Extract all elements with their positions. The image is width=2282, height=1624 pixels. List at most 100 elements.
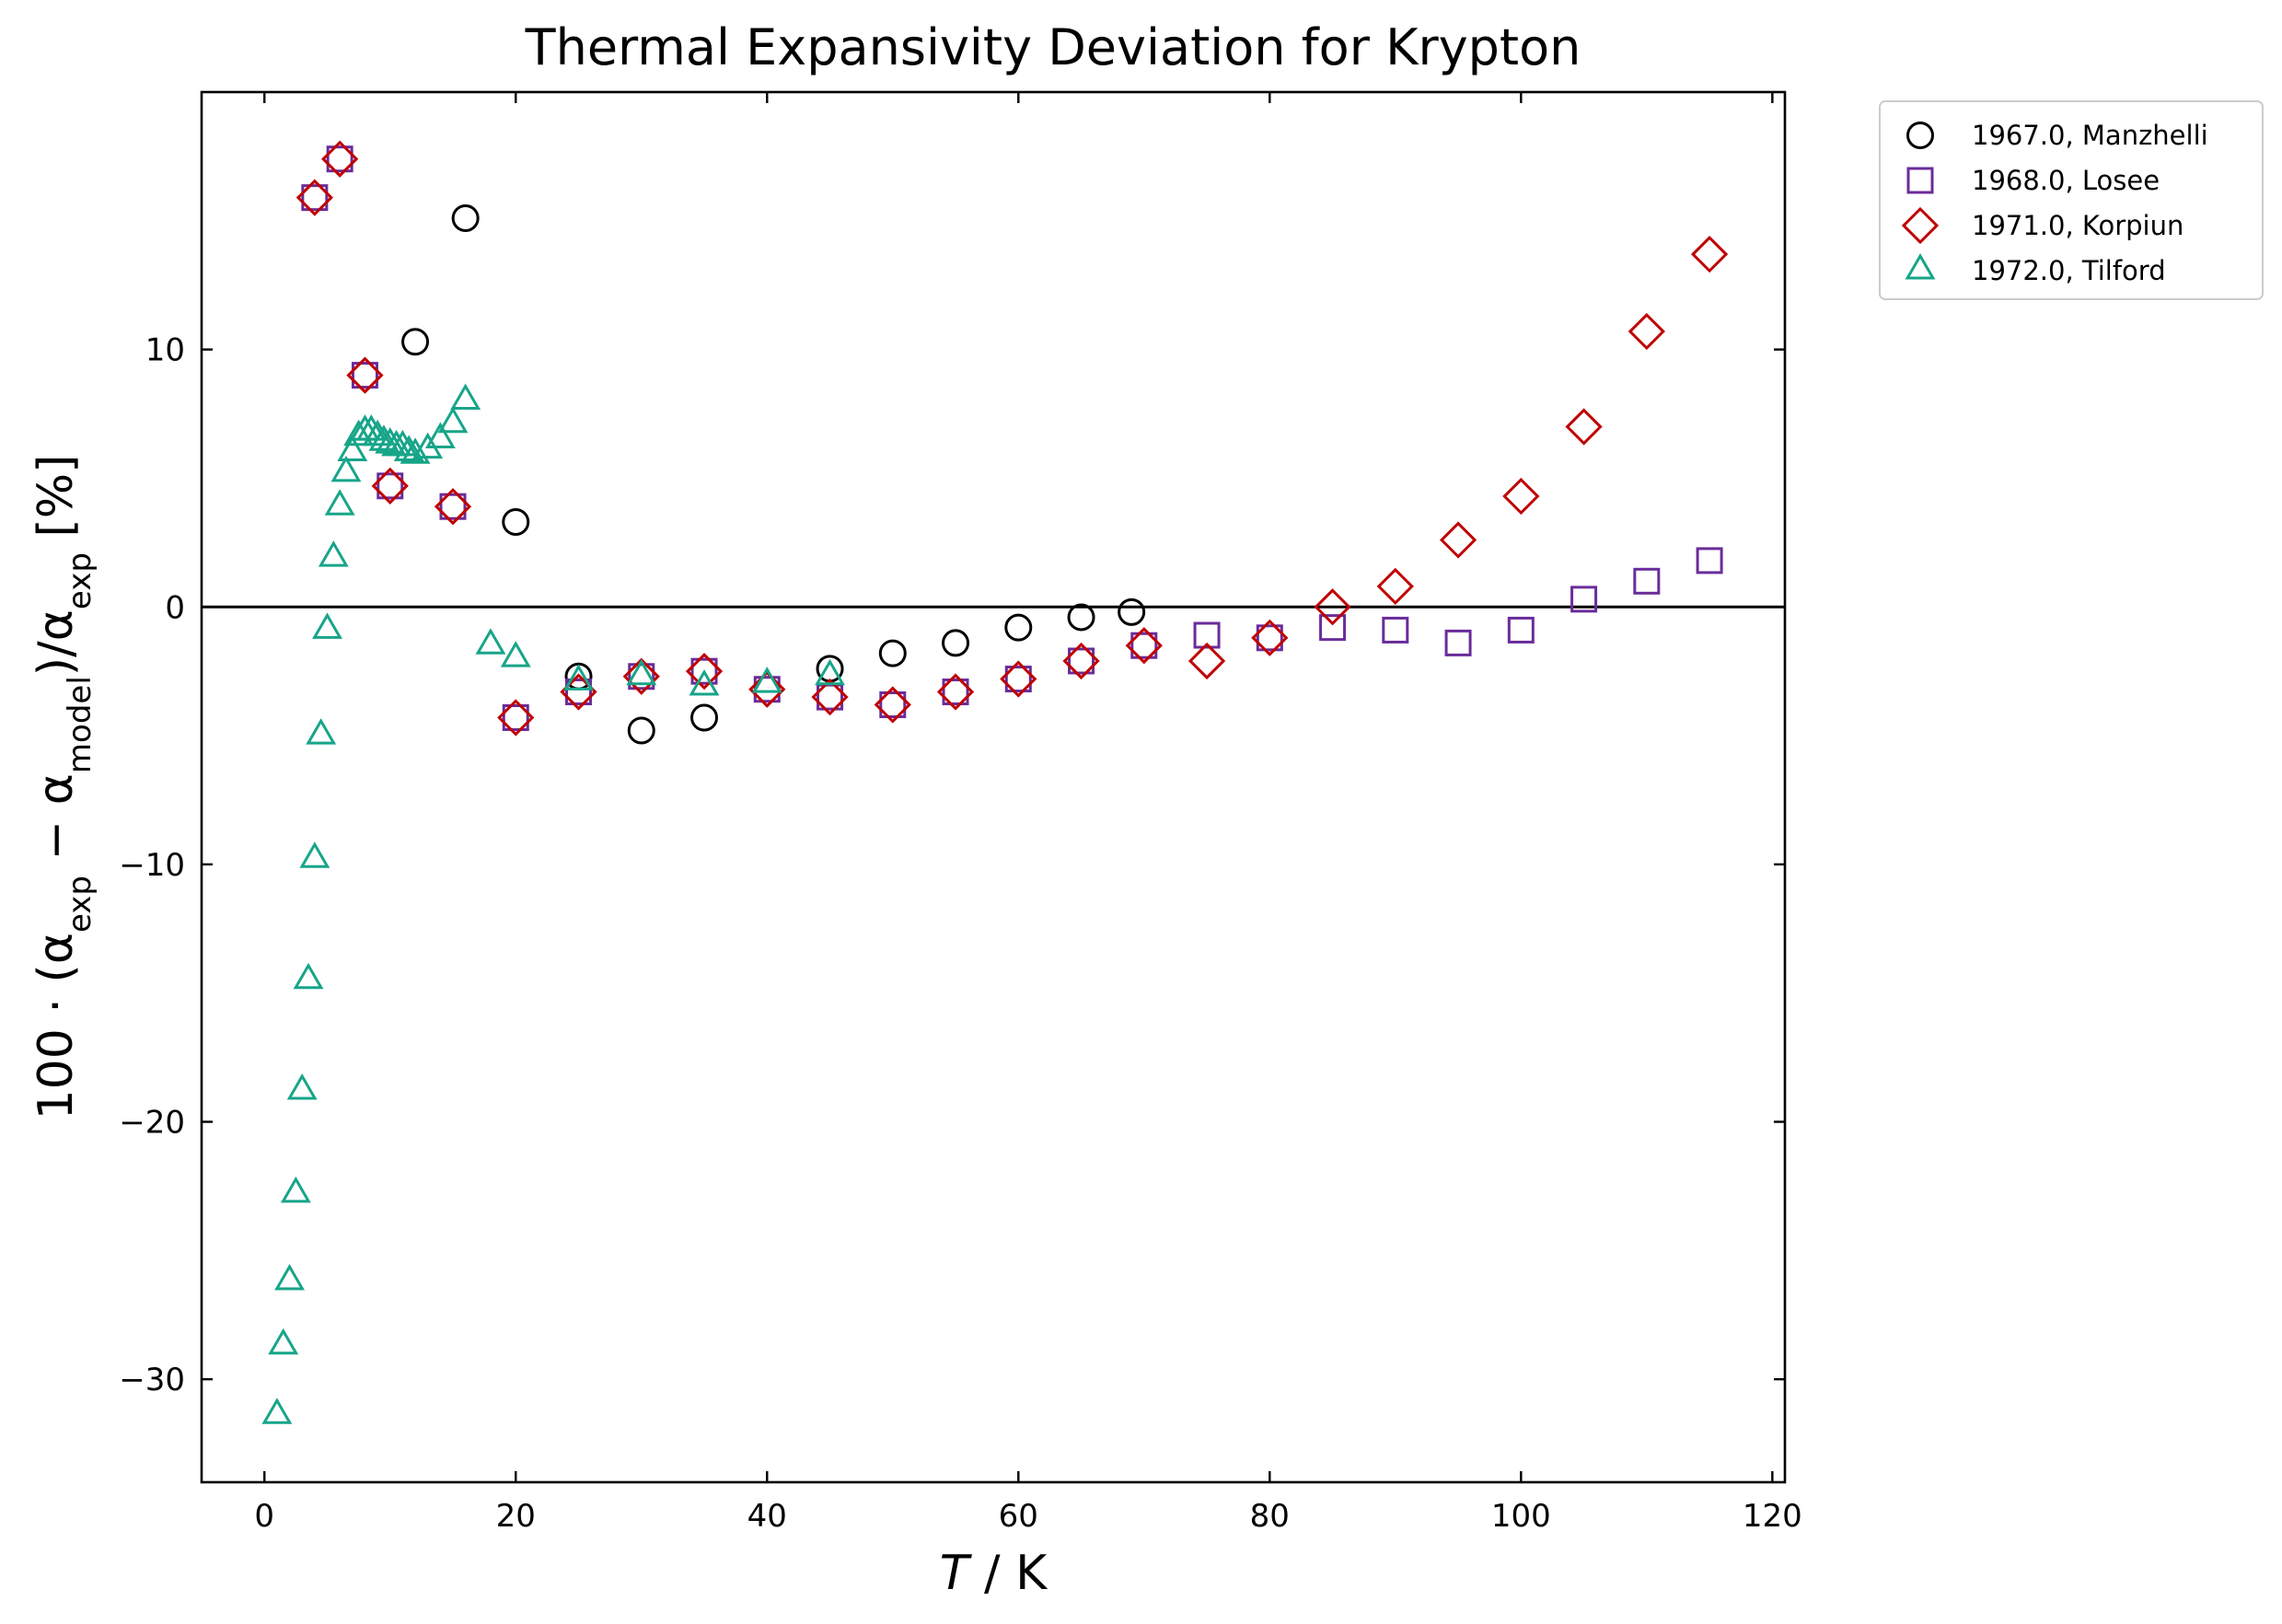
data-point	[337, 435, 368, 461]
data-point	[627, 716, 655, 745]
legend-label: 1971.0, Korpiun	[1972, 210, 2184, 241]
y-axis-label-mid1: − α	[29, 773, 84, 876]
data-point	[280, 1176, 311, 1203]
legend-label: 1972.0, Tilford	[1972, 255, 2166, 286]
data-point	[301, 184, 329, 212]
x-tick-label: 100	[1491, 1498, 1551, 1535]
data-point	[622, 657, 660, 695]
y-axis-label-mid2: )/α	[29, 609, 84, 676]
data-point	[362, 419, 393, 447]
data-point	[500, 641, 531, 667]
data-markers	[261, 140, 1729, 1424]
data-point	[1444, 629, 1472, 656]
x-tick-label: 0	[254, 1498, 274, 1535]
data-point	[268, 1328, 299, 1355]
legend-label: 1968.0, Losee	[1972, 165, 2160, 196]
y-axis-label-sub1: exp	[62, 876, 98, 933]
data-point	[299, 841, 330, 868]
data-point	[878, 639, 907, 667]
data-point	[274, 1263, 306, 1291]
data-point	[326, 145, 353, 173]
data-point	[312, 612, 342, 639]
data-point	[626, 658, 657, 686]
chart-title: Thermal Expansivity Deviation for Krypto…	[525, 18, 1581, 76]
y-tick-label: −20	[119, 1105, 185, 1142]
data-point	[1376, 567, 1414, 606]
x-tick-label: 40	[747, 1498, 787, 1535]
data-point	[355, 414, 387, 441]
data-point	[502, 507, 530, 536]
data-point	[346, 356, 384, 394]
data-point	[942, 629, 970, 657]
data-point	[690, 657, 718, 685]
data-point	[690, 703, 719, 732]
data-point	[1507, 616, 1535, 644]
data-point	[321, 140, 359, 178]
data-point	[1319, 614, 1347, 642]
data-point	[424, 422, 456, 448]
y-axis-label-suffix: [%]	[29, 455, 84, 553]
data-point	[1062, 642, 1100, 680]
data-point	[351, 362, 378, 389]
axis-ticks: 0 20 40 60 80 100 120 −30 −20 −10 0 10	[119, 92, 1802, 1535]
data-point	[318, 540, 349, 567]
series-circle	[401, 204, 1146, 745]
legend-marker	[1901, 206, 1940, 245]
data-point	[685, 653, 724, 690]
y-axis-label-prefix: 100 · (α	[29, 933, 84, 1119]
legend-label: 1967.0, Manzhelli	[1972, 120, 2208, 151]
data-point	[563, 664, 594, 690]
data-point	[1314, 588, 1351, 626]
data-point	[1125, 627, 1163, 665]
data-point	[400, 437, 431, 464]
series-diamond	[295, 140, 1729, 737]
data-point	[393, 435, 424, 461]
data-point	[936, 673, 975, 711]
y-tick-label: 0	[165, 589, 185, 626]
data-point	[1570, 586, 1598, 613]
data-point	[1004, 666, 1032, 693]
data-point	[1004, 613, 1033, 642]
data-point	[437, 406, 469, 434]
legend-marker	[1906, 167, 1934, 194]
data-point	[1633, 567, 1661, 595]
data-point	[1256, 624, 1283, 652]
x-tick-label: 120	[1743, 1498, 1802, 1535]
data-point	[751, 667, 782, 693]
data-point	[330, 455, 362, 482]
x-axis-label-main: T	[940, 1546, 973, 1601]
series-triangle	[261, 383, 845, 1424]
data-point	[1628, 312, 1665, 351]
data-point	[811, 679, 849, 716]
legend: 1967.0, Manzhelli 1968.0, Losee 1971.0, Ko…	[1879, 100, 2264, 300]
y-axis-label-sub2: model	[62, 676, 98, 773]
data-point	[376, 472, 404, 500]
legend-marker	[1906, 122, 1934, 149]
x-axis-label: T / K	[940, 1546, 1048, 1601]
y-tick-label: 10	[145, 332, 185, 369]
data-point	[286, 1073, 318, 1100]
x-tick-label: 60	[999, 1498, 1038, 1535]
data-point	[1187, 642, 1226, 680]
y-axis-label-sub3: exp	[62, 552, 98, 609]
data-point	[502, 704, 529, 731]
data-point	[879, 691, 907, 719]
data-point	[371, 467, 409, 505]
data-point	[689, 668, 720, 696]
data-point	[450, 383, 481, 411]
data-point	[1439, 521, 1477, 559]
data-point	[1118, 597, 1146, 626]
x-axis-label-rest: / K	[969, 1546, 1049, 1601]
data-point	[343, 419, 375, 447]
data-point	[293, 962, 324, 990]
data-point	[1382, 616, 1409, 644]
plot-frame	[200, 90, 1787, 1484]
data-point	[1193, 621, 1221, 649]
data-point	[1130, 632, 1158, 659]
data-point	[368, 424, 400, 451]
y-tick-label: −10	[119, 847, 185, 884]
y-axis-label: 100 · (αexp − αmodel)/αexp [%]	[29, 455, 98, 1120]
data-point	[324, 489, 355, 516]
x-tick-label: 20	[496, 1498, 536, 1535]
